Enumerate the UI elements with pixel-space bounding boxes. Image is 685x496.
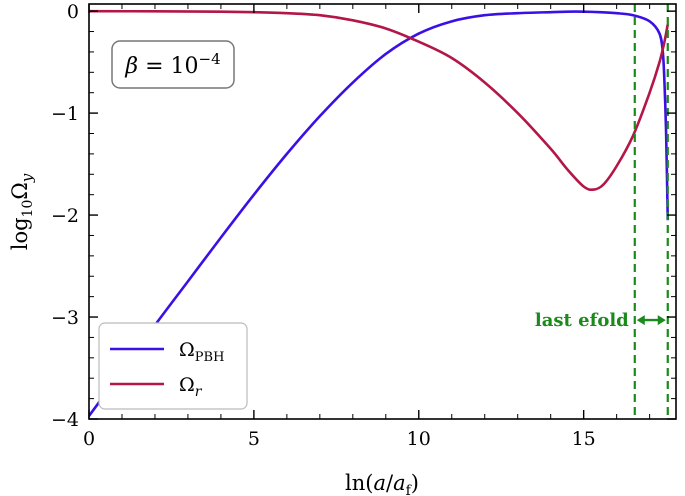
beta-annotation: β = 10−4 (111, 40, 235, 89)
legend: ΩPBH Ωr (98, 322, 248, 410)
y-tick-label: −3 (51, 307, 79, 329)
y-axis-label: log10Ωy (8, 173, 36, 250)
last-efold-annotation: last efold (535, 310, 666, 331)
legend-box (98, 322, 248, 410)
x-tick-label: 0 (83, 428, 95, 450)
series-line-0 (89, 10, 670, 417)
y-tick-label: −2 (51, 205, 79, 227)
x-tick-label: 10 (407, 428, 431, 450)
plot-frame (88, 3, 677, 420)
legend-label-pbh: ΩPBH (179, 339, 224, 365)
x-axis-label: ln(a/af) (345, 471, 419, 496)
beta-label: β = 10−4 (124, 50, 220, 79)
x-tick-label: 5 (248, 428, 260, 450)
y-tick-label: 0 (67, 1, 79, 23)
efold-arrow-head-left (636, 315, 645, 326)
tick-layer: 0 5 10 15 0 −1 −2 −3 −4 (51, 1, 676, 450)
series-layer (89, 9, 670, 417)
y-tick-label: −4 (51, 409, 79, 431)
last-efold-label: last efold (535, 310, 629, 331)
vline-layer (633, 4, 669, 419)
series-line-1 (89, 9, 670, 192)
beta-box (111, 40, 235, 89)
efold-arrow-head-right (657, 315, 666, 326)
x-tick-label: 15 (572, 428, 596, 450)
y-tick-label: −1 (51, 103, 79, 125)
